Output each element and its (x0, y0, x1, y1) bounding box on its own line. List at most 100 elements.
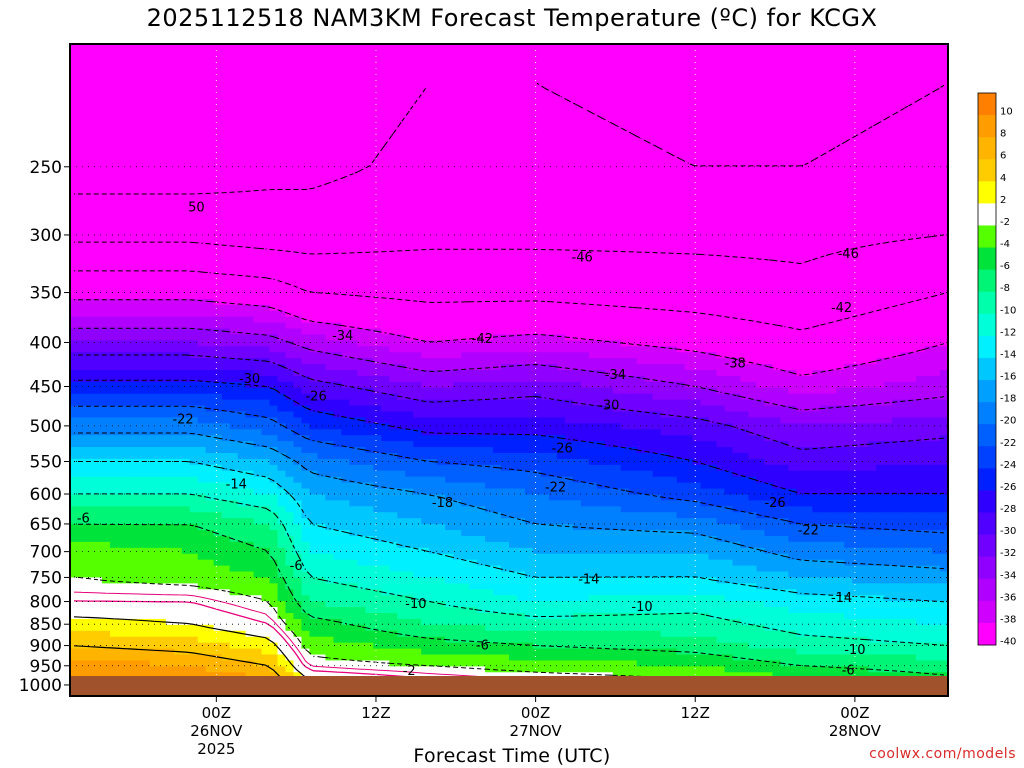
field-cell (564, 257, 574, 264)
field-cell (812, 245, 821, 253)
field-cell (884, 168, 893, 175)
field-cell (85, 150, 95, 158)
field-cell (381, 79, 390, 87)
field-cell (844, 298, 853, 306)
field-cell (269, 121, 279, 128)
field-cell (461, 198, 470, 205)
field-cell (572, 257, 582, 264)
field-cell (788, 79, 797, 87)
field-cell (892, 186, 901, 193)
field-cell (109, 192, 119, 199)
field-cell (732, 281, 742, 288)
field-cell (85, 215, 95, 223)
field-cell (940, 174, 948, 181)
field-cell (349, 221, 358, 229)
field-cell (748, 227, 758, 235)
field-cell (349, 245, 358, 253)
field-cell (157, 44, 167, 51)
field-cell (620, 186, 630, 193)
field-cell (293, 298, 303, 306)
field-cell (740, 239, 750, 247)
field-cell (812, 287, 821, 294)
field-cell (524, 239, 534, 247)
field-cell (341, 257, 350, 264)
field-cell (157, 186, 167, 193)
field-cell (764, 257, 773, 264)
field-cell (357, 67, 366, 75)
field-cell (756, 55, 766, 63)
field-cell (317, 269, 327, 276)
field-cell (788, 67, 797, 75)
field-cell (70, 239, 79, 247)
field-cell (77, 251, 87, 258)
field-cell (381, 85, 390, 93)
field-cell (812, 251, 821, 258)
field-cell (70, 180, 79, 187)
field-cell (389, 204, 398, 211)
field-cell (676, 150, 686, 158)
field-cell (429, 103, 438, 110)
field-cell (932, 263, 941, 270)
field-cell (804, 121, 813, 128)
field-cell (93, 215, 103, 223)
field-cell (237, 239, 247, 247)
field-cell (85, 180, 95, 187)
field-cell (133, 215, 143, 223)
field-cell (844, 97, 853, 104)
field-cell (604, 97, 614, 104)
field-cell (860, 292, 869, 300)
field-cell (764, 251, 773, 258)
field-cell (748, 192, 758, 199)
field-cell (205, 245, 215, 253)
field-cell (780, 138, 789, 146)
field-cell (796, 292, 805, 300)
field-cell (269, 61, 279, 69)
field-cell (197, 126, 207, 134)
field-cell (700, 275, 710, 282)
field-cell (357, 150, 366, 158)
field-cell (445, 227, 454, 235)
field-cell (221, 245, 231, 253)
field-cell (708, 49, 718, 57)
field-cell (477, 67, 486, 75)
field-cell (253, 263, 263, 270)
field-cell (421, 115, 430, 122)
field-cell (125, 55, 135, 63)
field-cell (940, 97, 948, 104)
field-cell (532, 174, 542, 181)
field-cell (365, 215, 374, 223)
field-cell (413, 257, 422, 264)
field-cell (868, 73, 877, 81)
field-cell (908, 257, 917, 264)
field-cell (493, 44, 502, 51)
field-cell (724, 126, 734, 134)
field-cell (429, 138, 438, 146)
field-cell (373, 304, 382, 312)
field-cell (221, 281, 231, 288)
field-cell (229, 192, 239, 199)
field-cell (556, 126, 566, 134)
field-cell (636, 292, 646, 300)
field-cell (804, 251, 813, 258)
field-cell (133, 221, 143, 229)
field-cell (117, 287, 127, 294)
field-cell (245, 198, 255, 205)
field-cell (197, 156, 207, 164)
field-cell (181, 168, 191, 175)
field-cell (636, 67, 646, 75)
field-cell (413, 292, 422, 300)
field-cell (125, 186, 135, 193)
field-cell (325, 44, 334, 51)
field-cell (852, 251, 861, 258)
field-cell (213, 269, 223, 276)
field-cell (245, 233, 255, 241)
field-cell (796, 67, 805, 75)
field-cell (277, 310, 287, 318)
field-cell (828, 61, 837, 69)
field-cell (93, 304, 103, 312)
field-cell (892, 61, 901, 69)
field-cell (101, 138, 111, 146)
field-cell (924, 168, 933, 175)
field-cell (740, 49, 750, 57)
field-cell (157, 61, 167, 69)
